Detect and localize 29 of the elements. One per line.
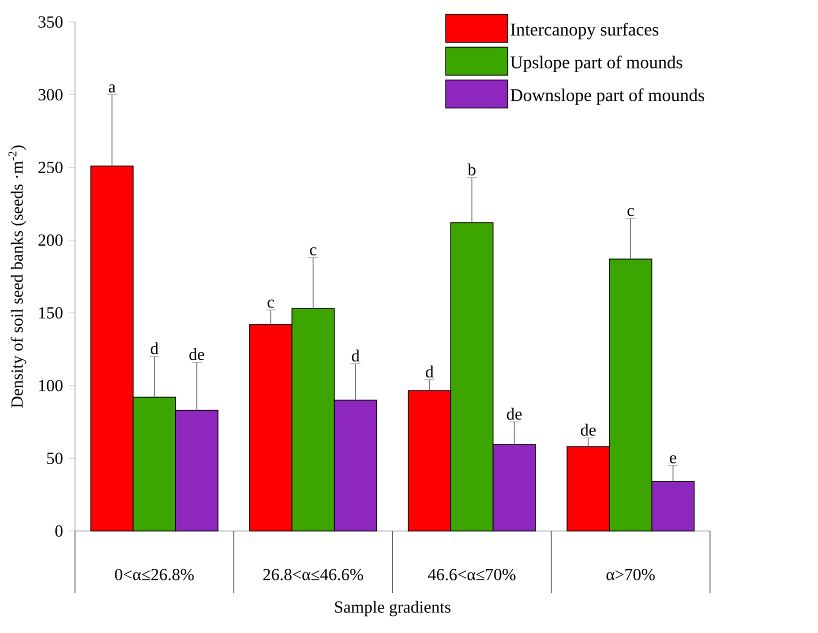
y-tick-label: 200 [38,234,63,246]
annotation: a [108,84,116,93]
legend-label: Upslope part of mounds [510,56,682,72]
annotation: d [150,342,158,354]
y-tick-label: 300 [38,88,63,100]
x-tick-label: 46.6<α≤70% [428,568,516,580]
annotation: de [506,408,522,420]
y-tick-label: 250 [38,162,63,174]
annotation: d [352,350,360,362]
y-tick-label: 100 [39,380,63,392]
annotation: c [268,300,274,308]
y-tick-label: 50 [47,452,63,464]
y-tick-label: 150 [39,307,63,319]
y-tick-label: 350 [38,16,63,28]
y-tick-label: 0 [55,525,63,537]
annotation: de [580,424,596,436]
annotation: d [426,366,434,378]
legend-label: Intercanopy surfaces [510,22,658,40]
y-axis-title: Density of soil seed banks (seeds ·m$^{-2}$) [8,146,26,408]
annotation: c [628,208,634,216]
annotation: b [468,163,476,176]
x-tick-label: 26.8<α≤46.6% [263,568,364,580]
x-axis-title: Sample gradients [335,600,450,616]
x-tick-label: 0<α≤26.8% [115,568,194,580]
annotation: de [189,348,204,360]
annotation: c [310,247,316,256]
annotation: e [670,455,676,464]
x-tick-label: α>70% [606,568,655,580]
legend-label: Downslope part of mounds [510,88,704,105]
